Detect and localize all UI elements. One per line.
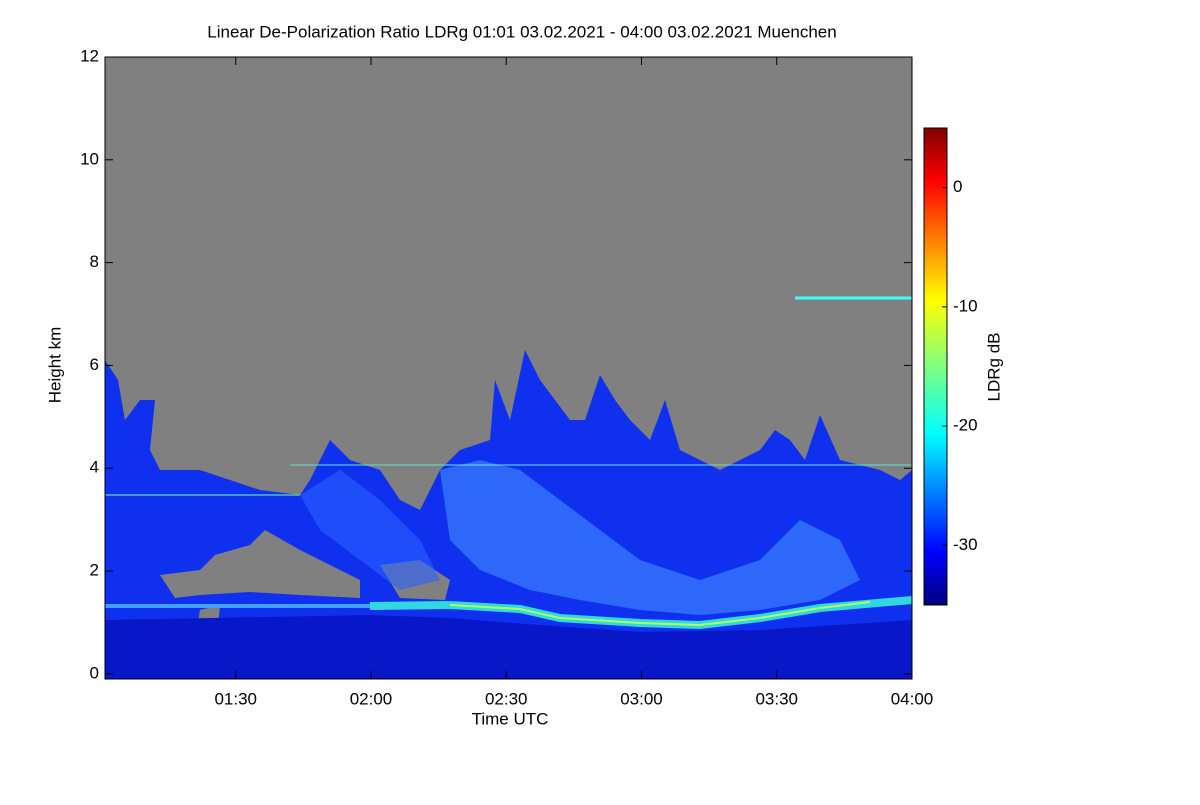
colorbar-tick-label: 0	[953, 177, 962, 196]
x-tick-label: 02:00	[350, 689, 393, 708]
y-tick-label: 2	[90, 561, 99, 580]
x-tick-label: 04:00	[891, 689, 934, 708]
x-tick-label: 01:30	[214, 689, 257, 708]
colorbar	[923, 127, 948, 606]
cloud-base-core	[449, 601, 871, 627]
y-tick-label: 10	[80, 149, 99, 168]
cloud-streaks	[300, 470, 440, 590]
x-tick-label: 03:30	[755, 689, 798, 708]
y-tick-label: 4	[90, 458, 99, 477]
chart-title: Linear De-Polarization Ratio LDRg 01:01 …	[207, 22, 836, 41]
colorbar-label: LDRg dB	[984, 333, 1003, 402]
x-axis-label: Time UTC	[472, 709, 549, 728]
x-tick-label: 02:30	[485, 689, 528, 708]
y-tick-label: 6	[90, 355, 99, 374]
no-signal-gap	[160, 530, 360, 598]
colorbar-tick-label: -20	[953, 416, 978, 435]
x-tick-label: 03:00	[620, 689, 663, 708]
y-tick-label: 12	[80, 46, 99, 65]
y-tick-label: 8	[90, 252, 99, 271]
colorbar-tick-label: -30	[953, 535, 978, 554]
low-dense-layer	[105, 615, 912, 679]
colorbar-tick-label: -10	[953, 296, 978, 315]
plot-frame	[104, 56, 913, 680]
heatmap-image	[105, 57, 913, 679]
y-axis-label: Height km	[45, 327, 64, 404]
y-tick-label: 0	[90, 663, 99, 682]
cloud-streaks	[440, 460, 860, 615]
